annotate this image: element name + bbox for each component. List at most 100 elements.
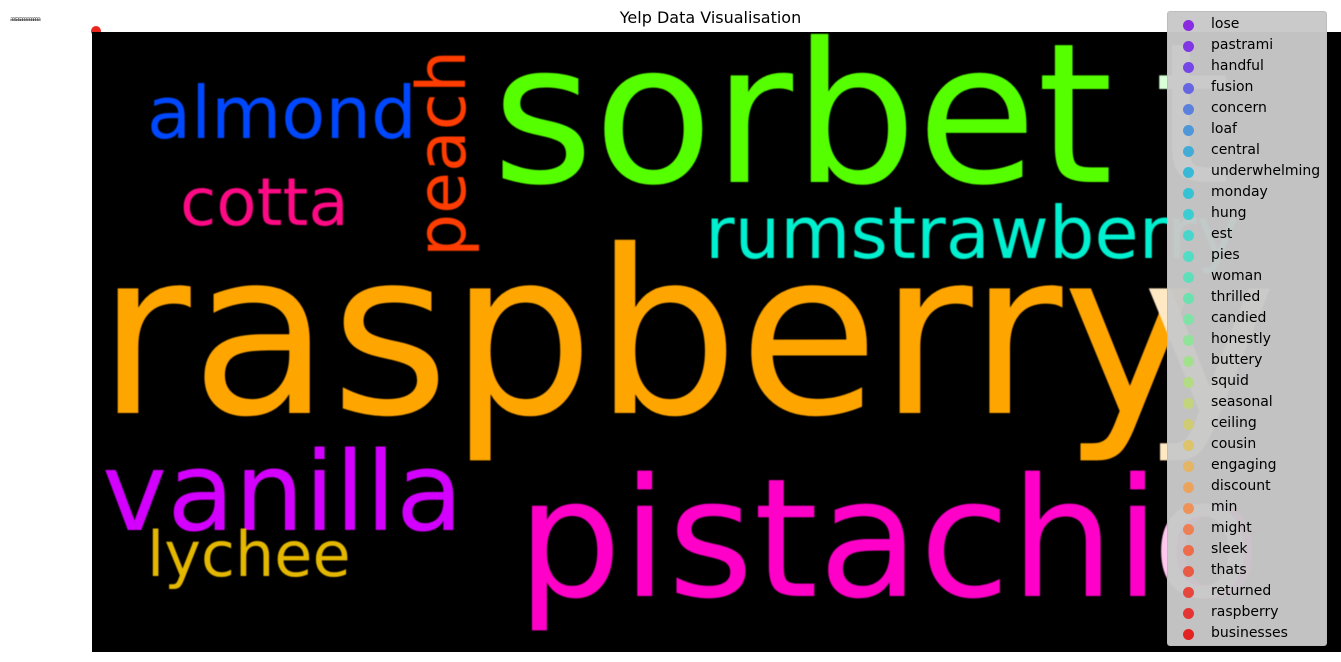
legend-marker	[1183, 440, 1194, 451]
legend-label: lose	[1211, 16, 1240, 32]
legend-entry: ceiling	[1168, 413, 1326, 434]
legend-label: monday	[1211, 184, 1268, 200]
legend-label: returned	[1211, 583, 1272, 599]
legend-marker	[1183, 398, 1194, 409]
cloud-word: almond	[147, 71, 417, 155]
legend-marker	[1183, 629, 1194, 640]
legend-entry: woman	[1168, 266, 1326, 287]
legend-label: pies	[1211, 247, 1240, 263]
legend-marker	[1183, 251, 1194, 262]
legend-marker	[1183, 83, 1194, 94]
legend-label: thats	[1211, 562, 1247, 578]
legend-label: underwhelming	[1211, 163, 1321, 179]
legend-marker	[1183, 167, 1194, 178]
legend-label: handful	[1211, 58, 1264, 74]
cloud-word: peach	[403, 49, 482, 257]
legend-entry: monday	[1168, 182, 1326, 203]
legend-marker	[1183, 125, 1194, 136]
legend-entry: raspberry	[1168, 602, 1326, 623]
legend-entry: engaging	[1168, 455, 1326, 476]
legend-entry: businesses	[1168, 623, 1326, 644]
legend-entry: returned	[1168, 581, 1326, 602]
legend-marker	[1183, 293, 1194, 304]
legend-marker	[1183, 377, 1194, 388]
legend-label: fusion	[1211, 79, 1254, 95]
legend-label: est	[1211, 226, 1233, 242]
cloud-word: rumstrawberry	[705, 191, 1240, 275]
chart-title: Yelp Data Visualisation	[619, 8, 802, 27]
legend-label: honestly	[1211, 331, 1271, 347]
legend-label: thrilled	[1211, 289, 1261, 305]
overlapping-label-text: aasasaaaaaaaaa	[10, 16, 41, 23]
overlapping-point-labels: aasasaaaaaaaaa	[10, 16, 102, 36]
legend-label: businesses	[1211, 625, 1288, 641]
legend-label: sleek	[1211, 541, 1248, 557]
legend-marker	[1183, 314, 1194, 325]
legend-marker	[1183, 587, 1194, 598]
cloud-word: pistachio	[517, 443, 1262, 635]
legend-marker	[1183, 209, 1194, 220]
legend-marker	[1183, 104, 1194, 115]
legend-label: seasonal	[1211, 394, 1273, 410]
legend-marker	[1183, 419, 1194, 430]
legend-entry: discount	[1168, 476, 1326, 497]
legend-marker	[1183, 356, 1194, 367]
legend-entry: concern	[1168, 98, 1326, 119]
legend-marker	[1183, 503, 1194, 514]
legend-label: raspberry	[1211, 604, 1279, 620]
legend-entry: thats	[1168, 560, 1326, 581]
legend-entry: seasonal	[1168, 392, 1326, 413]
legend-label: cousin	[1211, 436, 1257, 452]
word-cloud-image: raspberry sorbet pistachio vanilla almond cot…	[92, 32, 1341, 652]
legend-entry: fusion	[1168, 77, 1326, 98]
legend-marker	[1183, 20, 1194, 31]
legend-label: might	[1211, 520, 1252, 536]
legend-label: squid	[1211, 373, 1249, 389]
scatter-point	[91, 26, 101, 36]
legend-entry: loaf	[1168, 119, 1326, 140]
legend: lose pastrami handful fusion concern loaf cent…	[1167, 11, 1327, 646]
legend-entry: honestly	[1168, 329, 1326, 350]
legend-marker	[1183, 41, 1194, 52]
legend-entry: cousin	[1168, 434, 1326, 455]
legend-label: min	[1211, 499, 1238, 515]
cloud-word: cotta	[180, 164, 349, 241]
legend-label: discount	[1211, 478, 1271, 494]
legend-marker	[1183, 188, 1194, 199]
legend-label: engaging	[1211, 457, 1277, 473]
cloud-word: lychee	[147, 518, 351, 591]
legend-entry: est	[1168, 224, 1326, 245]
legend-entry: sleek	[1168, 539, 1326, 560]
legend-label: loaf	[1211, 121, 1237, 137]
legend-entry: might	[1168, 518, 1326, 539]
legend-marker	[1183, 146, 1194, 157]
legend-entry: buttery	[1168, 350, 1326, 371]
legend-entry: pastrami	[1168, 35, 1326, 56]
cloud-word: sorbet	[492, 32, 1114, 228]
legend-marker	[1183, 461, 1194, 472]
legend-entry: handful	[1168, 56, 1326, 77]
cloud-word: vanilla	[102, 428, 464, 556]
legend-entry: hung	[1168, 203, 1326, 224]
legend-label: hung	[1211, 205, 1247, 221]
legend-marker	[1183, 230, 1194, 241]
legend-label: central	[1211, 142, 1260, 158]
legend-label: pastrami	[1211, 37, 1274, 53]
legend-marker	[1183, 482, 1194, 493]
legend-label: buttery	[1211, 352, 1263, 368]
legend-entry: central	[1168, 140, 1326, 161]
legend-entry: pies	[1168, 245, 1326, 266]
legend-entry: thrilled	[1168, 287, 1326, 308]
legend-marker	[1183, 566, 1194, 577]
legend-entry: underwhelming	[1168, 161, 1326, 182]
cloud-word: raspberry	[97, 201, 1198, 467]
legend-marker	[1183, 524, 1194, 535]
legend-label: woman	[1211, 268, 1263, 284]
legend-entry: squid	[1168, 371, 1326, 392]
legend-label: concern	[1211, 100, 1267, 116]
legend-marker	[1183, 608, 1194, 619]
legend-entry: lose	[1168, 14, 1326, 35]
legend-marker	[1183, 62, 1194, 73]
legend-entry: min	[1168, 497, 1326, 518]
legend-marker	[1183, 272, 1194, 283]
